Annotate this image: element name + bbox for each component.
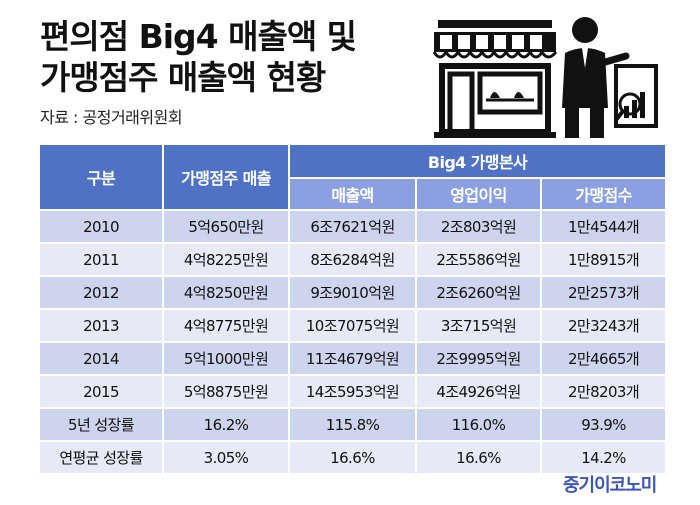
row-label: 2015: [38, 374, 164, 409]
sales-cell: 8조6284억원: [288, 242, 417, 277]
header-operating-profit: 영업이익: [415, 177, 542, 211]
table-row: 2015 5억8875만원 14조5953억원 4조4926억원 2만8203개: [38, 374, 668, 409]
title-line-1: 편의점 Big4 매출액 및: [40, 17, 357, 56]
title-line-2: 가맹점주 매출액 현황: [40, 58, 326, 97]
sales-cell: 16.6%: [288, 440, 417, 475]
header-sales: 매출액: [288, 177, 417, 211]
store-owner-illustration: [432, 17, 658, 138]
sales-cell: 14조5953억원: [288, 374, 417, 409]
owner-sales-cell: 5억650만원: [162, 209, 290, 244]
owner-sales-cell: 4억8225만원: [162, 242, 290, 277]
row-label: 2012: [38, 275, 164, 310]
stores-cell: 93.9%: [539, 407, 668, 442]
stores-cell: 2만3243개: [539, 308, 668, 343]
table-row: 2011 4억8225만원 8조6284억원 2조5586억원 1만8915개: [38, 242, 668, 277]
businessman-icon: [562, 17, 630, 138]
owner-sales-cell: 4억8775만원: [162, 308, 290, 343]
stores-cell: 2만8203개: [539, 374, 668, 409]
stores-cell: 14.2%: [539, 440, 668, 475]
stores-cell: 1만8915개: [539, 242, 668, 277]
header-store-count: 가맹점수: [539, 177, 668, 211]
header-big4-hq: Big4 가맹본사: [287, 143, 668, 179]
sales-cell: 9조9010억원: [288, 275, 417, 310]
chart-board-icon: [614, 64, 658, 128]
sales-cell: 115.8%: [288, 407, 417, 442]
owner-sales-cell: 5억8875만원: [162, 374, 290, 409]
profit-cell: 2조5586억원: [415, 242, 542, 277]
sales-cell: 11조4679억원: [288, 341, 417, 376]
header-category: 구분: [38, 143, 164, 211]
profit-cell: 2조9995억원: [415, 341, 542, 376]
row-label: 연평균 성장률: [38, 440, 164, 475]
sales-cell: 6조7621억원: [288, 209, 417, 244]
table-row: 2013 4억8775만원 10조7075억원 3조715억원 2만3243개: [38, 308, 668, 343]
row-label: 2011: [38, 242, 164, 277]
profit-cell: 4조4926억원: [415, 374, 542, 409]
source-note: 자료 : 공정거래위원회: [40, 108, 183, 127]
sales-cell: 10조7075억원: [288, 308, 417, 343]
profit-cell: 3조715억원: [415, 308, 542, 343]
stores-cell: 2만2573개: [539, 275, 668, 310]
profit-cell: 116.0%: [415, 407, 542, 442]
owner-sales-cell: 5억1000만원: [162, 341, 290, 376]
profit-cell: 2조803억원: [415, 209, 542, 244]
sales-table: 구분 가맹점주 매출 Big4 가맹본사 매출액 영업이익 가맹점수 2010 …: [38, 143, 668, 475]
profit-cell: 2조6260억원: [415, 275, 542, 310]
brand-logo-text: 중기이코노미: [563, 475, 657, 496]
owner-sales-cell: 3.05%: [162, 440, 290, 475]
table-row: 연평균 성장률 3.05% 16.6% 16.6% 14.2%: [38, 440, 668, 475]
table-row: 2012 4억8250만원 9조9010억원 2조6260억원 2만2573개: [38, 275, 668, 310]
row-label: 2014: [38, 341, 164, 376]
row-label: 5년 성장률: [38, 407, 164, 442]
profit-cell: 16.6%: [415, 440, 542, 475]
table-row: 2010 5억650만원 6조7621억원 2조803억원 1만4544개: [38, 209, 668, 244]
table-row: 5년 성장률 16.2% 115.8% 116.0% 93.9%: [38, 407, 668, 442]
owner-sales-cell: 4억8250만원: [162, 275, 290, 310]
page-title: 편의점 Big4 매출액 및 가맹점주 매출액 현황: [40, 16, 440, 98]
owner-sales-cell: 16.2%: [162, 407, 290, 442]
stores-cell: 2만4665개: [539, 341, 668, 376]
row-label: 2013: [38, 308, 164, 343]
storefront-icon: [432, 20, 558, 138]
table-row: 2014 5억1000만원 11조4679억원 2조9995억원 2만4665개: [38, 341, 668, 376]
header-owner-sales: 가맹점주 매출: [162, 143, 290, 211]
row-label: 2010: [38, 209, 164, 244]
stores-cell: 1만4544개: [539, 209, 668, 244]
